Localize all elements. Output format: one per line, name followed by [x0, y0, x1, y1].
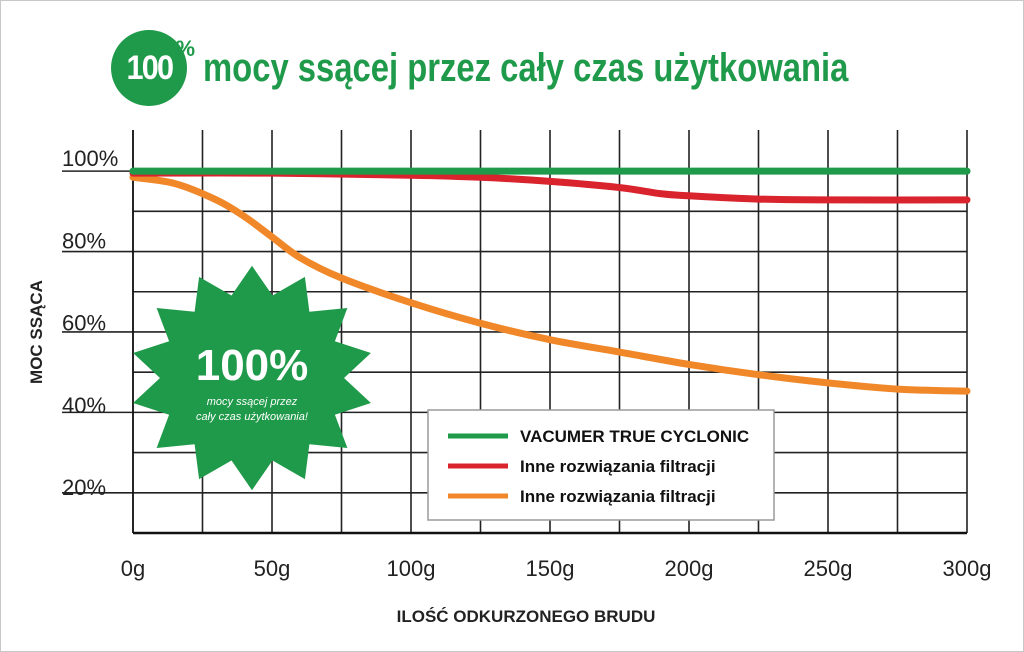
y-tick-label: 40% [62, 393, 106, 418]
x-tick-label: 50g [254, 556, 291, 581]
starburst-line-1: mocy ssącej przez [207, 396, 298, 408]
x-tick-label: 100g [387, 556, 436, 581]
header: 100 % mocy ssącej przez cały czas użytko… [111, 23, 990, 113]
starburst-big-text: 100% [196, 341, 309, 390]
legend-label-2: Inne rozwiązania filtracji [520, 457, 716, 476]
percent-badge: 100 % [111, 30, 195, 106]
x-axis-label: ILOŚĆ ODKURZONEGO BRUDU [397, 607, 656, 626]
legend: VACUMER TRUE CYCLONIC Inne rozwiązania f… [427, 409, 775, 521]
x-tick-label: 250g [804, 556, 853, 581]
starburst-badge: 100% mocy ssącej przez cały czas użytkow… [133, 265, 371, 491]
tick-labels: 0g 50g 100g 150g 200g 250g 300g 20% 40% 60% 80% 100… [62, 146, 991, 581]
x-tick-label: 300g [943, 556, 992, 581]
x-tick-label: 200g [665, 556, 714, 581]
chart-title: mocy ssącej przez cały czas użytkowania [203, 45, 849, 90]
x-tick-label: 150g [526, 556, 575, 581]
x-tick-label: 0g [121, 556, 145, 581]
y-axis-label: MOC SSĄCA [27, 280, 46, 384]
legend-label-3: Inne rozwiązania filtracji [520, 487, 716, 506]
y-tick-label: 80% [62, 228, 106, 253]
starburst-line-2: cały czas użytkowania! [196, 411, 308, 423]
badge-number: 100 [126, 48, 173, 87]
y-tick-label: 100% [62, 146, 118, 171]
badge-percent: % [175, 36, 195, 61]
starburst-shape [133, 265, 371, 491]
series-line-orange [129, 173, 971, 395]
y-tick-label: 20% [62, 475, 106, 500]
legend-label-1: VACUMER TRUE CYCLONIC [520, 427, 749, 446]
y-tick-label: 60% [62, 311, 106, 336]
series-lines [129, 167, 971, 395]
